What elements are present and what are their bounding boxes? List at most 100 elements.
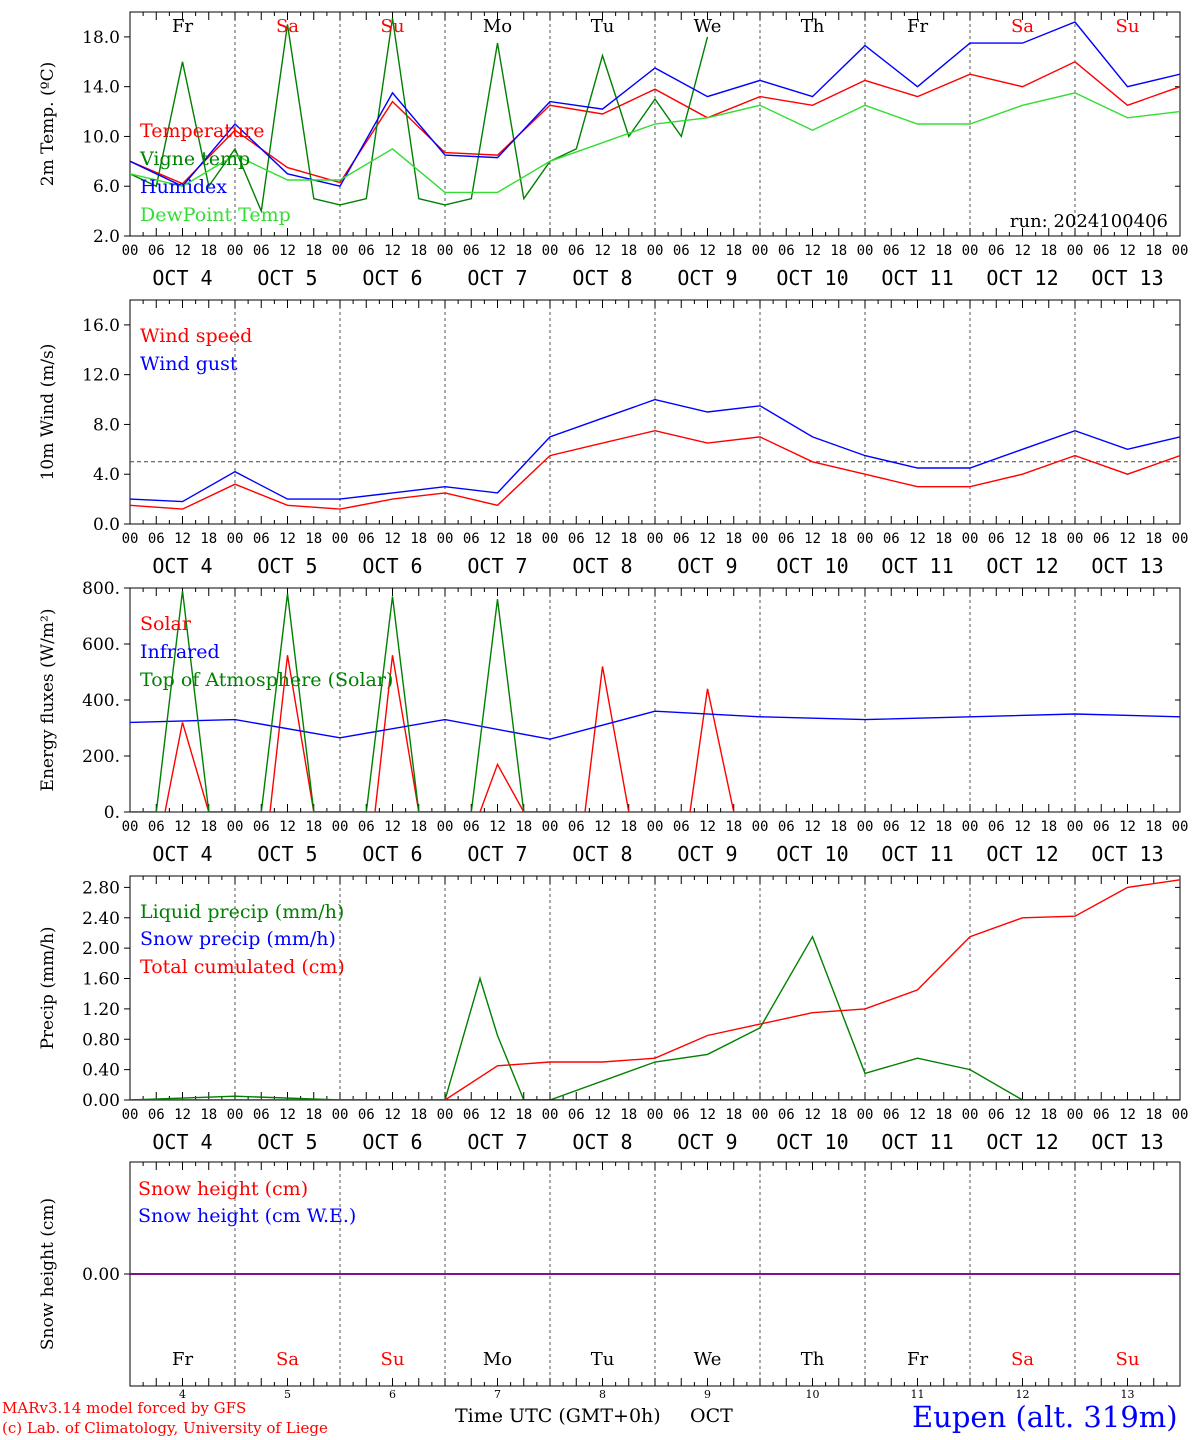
series-line [130, 935, 1075, 1100]
legend-entry: Solar [140, 613, 192, 635]
run-label: run: 2024100406 [1010, 211, 1168, 232]
date-label: OCT 12 [986, 842, 1058, 866]
y-tick-label: 2.00 [82, 939, 120, 959]
hour-label: 06 [778, 243, 795, 259]
y-tick-label: 400. [82, 691, 120, 711]
legend-entry: Snow height (cm) [138, 1178, 308, 1200]
series-line [130, 398, 1180, 503]
hour-label: 18 [620, 1107, 637, 1123]
date-label: OCT 5 [257, 554, 317, 578]
day-label: Su [1116, 16, 1140, 37]
hour-label: 06 [673, 1107, 690, 1123]
series-line [130, 60, 1180, 185]
date-label: OCT 7 [467, 1130, 527, 1154]
hour-label: 18 [935, 243, 952, 259]
hour-label: 18 [305, 243, 322, 259]
hour-label: 12 [279, 243, 296, 259]
hour-label: 00 [542, 1107, 559, 1123]
hour-label: 06 [358, 1107, 375, 1123]
hour-label: 00 [647, 531, 664, 547]
hour-label: 18 [1145, 1107, 1162, 1123]
day-label: Tu [591, 1349, 615, 1370]
hour-label: 06 [253, 243, 270, 259]
hour-label: 12 [174, 1107, 191, 1123]
hour-label: 18 [830, 531, 847, 547]
hour-label: 12 [699, 243, 716, 259]
series-line [130, 18, 709, 214]
hour-label: 06 [463, 819, 480, 835]
hour-label: 00 [227, 819, 244, 835]
y-tick-label: 10.0 [82, 127, 120, 147]
hour-label: 18 [410, 1107, 427, 1123]
hour-label: 12 [909, 243, 926, 259]
hour-label: 12 [384, 819, 401, 835]
date-label: OCT 9 [677, 842, 737, 866]
hour-label: 06 [568, 819, 585, 835]
hour-label: 00 [962, 531, 979, 547]
hour-label: 00 [1067, 531, 1084, 547]
hour-label: 00 [227, 1107, 244, 1123]
hour-label: 06 [1093, 819, 1110, 835]
y-tick-label: 12.0 [82, 366, 120, 386]
day-label: Fr [172, 16, 193, 37]
hour-label: 18 [515, 243, 532, 259]
y-tick-label: 0.0 [93, 515, 120, 535]
hour-label: 06 [778, 531, 795, 547]
hour-label: 18 [410, 819, 427, 835]
hour-label: 12 [804, 819, 821, 835]
day-label: Sa [276, 16, 299, 37]
hour-label: 18 [620, 531, 637, 547]
y-axis-label: 2m Temp. (ºC) [38, 62, 58, 187]
date-label: OCT 8 [572, 1130, 632, 1154]
hour-label: 00 [962, 1107, 979, 1123]
y-tick-label: 800. [82, 579, 120, 599]
hour-label: 12 [909, 819, 926, 835]
date-label: OCT 11 [881, 266, 953, 290]
panel-4: 0.00 0.40 0.80 1.20 1.60 2.00 2.40 2.80 Precip (… [38, 875, 1188, 1154]
hour-label: 18 [305, 819, 322, 835]
series-line [130, 21, 1180, 188]
date-label: OCT 12 [986, 1130, 1058, 1154]
hour-label: 06 [463, 243, 480, 259]
day-number-label: 9 [704, 1388, 711, 1401]
hour-label: 00 [542, 531, 559, 547]
plot-frame [129, 587, 1181, 813]
panel-2: 0.0 4.0 8.0 12.0 16.0 10m Wind (m/s) 00 06 12 18 0… [38, 299, 1188, 578]
date-label: OCT 13 [1091, 266, 1163, 290]
hour-label: 12 [279, 531, 296, 547]
hour-label: 00 [122, 819, 139, 835]
date-label: OCT 8 [572, 554, 632, 578]
day-number-label: 6 [389, 1388, 396, 1401]
hour-label: 00 [437, 819, 454, 835]
hour-label: 00 [437, 531, 454, 547]
hour-label: 06 [148, 243, 165, 259]
legend-entry: Temperature [140, 120, 264, 142]
y-tick-label: 200. [82, 747, 120, 767]
hour-label: 18 [620, 243, 637, 259]
hour-label: 18 [725, 243, 742, 259]
hour-label: 06 [778, 1107, 795, 1123]
hour-label: 00 [857, 243, 874, 259]
model-credit: MARv3.14 model forced by GFS [2, 1399, 247, 1417]
hour-label: 06 [883, 1107, 900, 1123]
y-tick-label: 0. [104, 803, 120, 823]
hour-label: 00 [122, 1107, 139, 1123]
y-axis-label: 10m Wind (m/s) [38, 344, 58, 481]
y-tick-label: 2.40 [82, 909, 120, 929]
hour-label: 06 [148, 531, 165, 547]
hour-label: 12 [804, 1107, 821, 1123]
hour-label: 00 [752, 1107, 769, 1123]
hour-label: 06 [1093, 243, 1110, 259]
hour-label: 18 [725, 531, 742, 547]
date-label: OCT 10 [776, 554, 848, 578]
day-label: Mo [483, 1349, 512, 1370]
hour-label: 12 [384, 243, 401, 259]
day-number-label: 8 [599, 1388, 606, 1401]
hour-label: 06 [148, 819, 165, 835]
hour-label: 00 [962, 819, 979, 835]
date-label: OCT 13 [1091, 554, 1163, 578]
date-label: OCT 6 [362, 266, 422, 290]
legend-entry: Snow height (cm W.E.) [138, 1205, 356, 1227]
hour-label: 00 [1067, 819, 1084, 835]
hour-label: 12 [804, 243, 821, 259]
